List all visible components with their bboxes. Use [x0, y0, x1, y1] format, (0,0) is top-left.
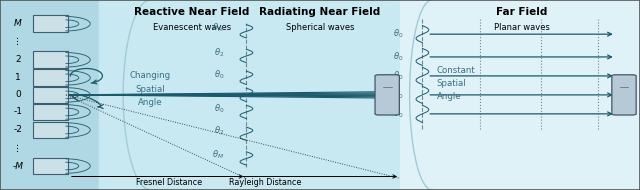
FancyBboxPatch shape: [612, 75, 636, 115]
Text: $\theta_0$: $\theta_0$: [214, 68, 224, 81]
FancyBboxPatch shape: [375, 75, 399, 115]
Text: Fresnel Distance: Fresnel Distance: [136, 178, 202, 187]
Text: Angle: Angle: [436, 92, 461, 101]
Text: -M: -M: [12, 162, 24, 171]
Text: Angle: Angle: [138, 98, 163, 107]
Text: $\theta_2$: $\theta_2$: [214, 46, 224, 59]
Text: Evanescent waves: Evanescent waves: [153, 23, 231, 32]
Text: $\theta_2$: $\theta_2$: [214, 124, 224, 137]
Text: $\theta_0$: $\theta_0$: [393, 89, 403, 101]
Text: Spatial: Spatial: [436, 79, 466, 88]
Text: -2: -2: [13, 126, 22, 135]
FancyBboxPatch shape: [33, 158, 68, 174]
FancyBboxPatch shape: [33, 51, 68, 68]
Text: $\theta_0$: $\theta_0$: [393, 108, 403, 120]
Text: Reactive Near Field: Reactive Near Field: [134, 7, 250, 17]
Text: Planar waves: Planar waves: [493, 23, 550, 32]
Text: 0: 0: [15, 90, 20, 99]
Text: ⋮: ⋮: [13, 37, 22, 46]
FancyBboxPatch shape: [33, 70, 68, 86]
FancyBboxPatch shape: [33, 104, 68, 120]
Text: -1: -1: [13, 108, 22, 116]
Text: $\theta_0$: $\theta_0$: [214, 102, 224, 115]
Text: $\theta_0$: $\theta_0$: [393, 70, 403, 82]
Text: ⋮: ⋮: [13, 143, 22, 153]
Text: Changing: Changing: [130, 71, 171, 80]
Text: Rayleigh Distance: Rayleigh Distance: [228, 178, 301, 187]
Bar: [400, 0, 640, 190]
Text: Radiating Near Field: Radiating Near Field: [259, 7, 381, 17]
Text: $\theta_M$: $\theta_M$: [212, 22, 224, 34]
Text: M: M: [14, 19, 22, 28]
Text: Spherical waves: Spherical waves: [285, 23, 355, 32]
Text: $\theta_0$: $\theta_0$: [393, 28, 403, 40]
Text: Constant: Constant: [436, 66, 476, 75]
Bar: [0, 0, 99, 190]
Text: 1: 1: [15, 73, 20, 82]
Text: Spatial: Spatial: [136, 85, 165, 94]
Text: Far Field: Far Field: [496, 7, 547, 17]
FancyBboxPatch shape: [33, 122, 68, 138]
Text: $\theta_0$: $\theta_0$: [393, 51, 403, 63]
FancyBboxPatch shape: [33, 86, 68, 103]
FancyBboxPatch shape: [33, 15, 68, 32]
Bar: [99, 0, 400, 190]
Text: 2: 2: [15, 55, 20, 64]
Text: $\theta_M$: $\theta_M$: [212, 149, 224, 161]
